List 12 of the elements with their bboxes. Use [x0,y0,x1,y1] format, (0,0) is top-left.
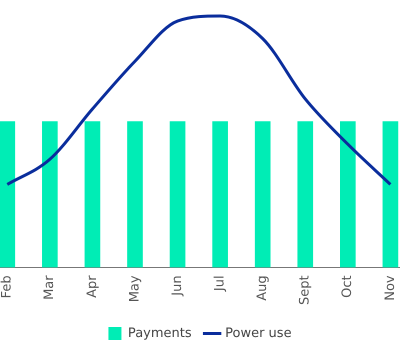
x-tick-label: Feb [0,275,15,298]
x-tick-label: Jun [170,275,185,297]
x-tick-label: Sept [298,275,313,306]
x-tick-label: Aug [255,275,270,301]
legend-label: Payments [128,326,192,341]
x-tick-label: Apr [84,274,100,298]
x-tick-label: Mar [42,274,58,300]
x-tick-label: Oct [340,275,356,298]
legend-label: Power use [225,326,292,341]
x-tick-label: Nov [382,275,398,301]
x-tick-label: Jul [212,275,228,292]
x-tick-label: May [127,275,142,302]
